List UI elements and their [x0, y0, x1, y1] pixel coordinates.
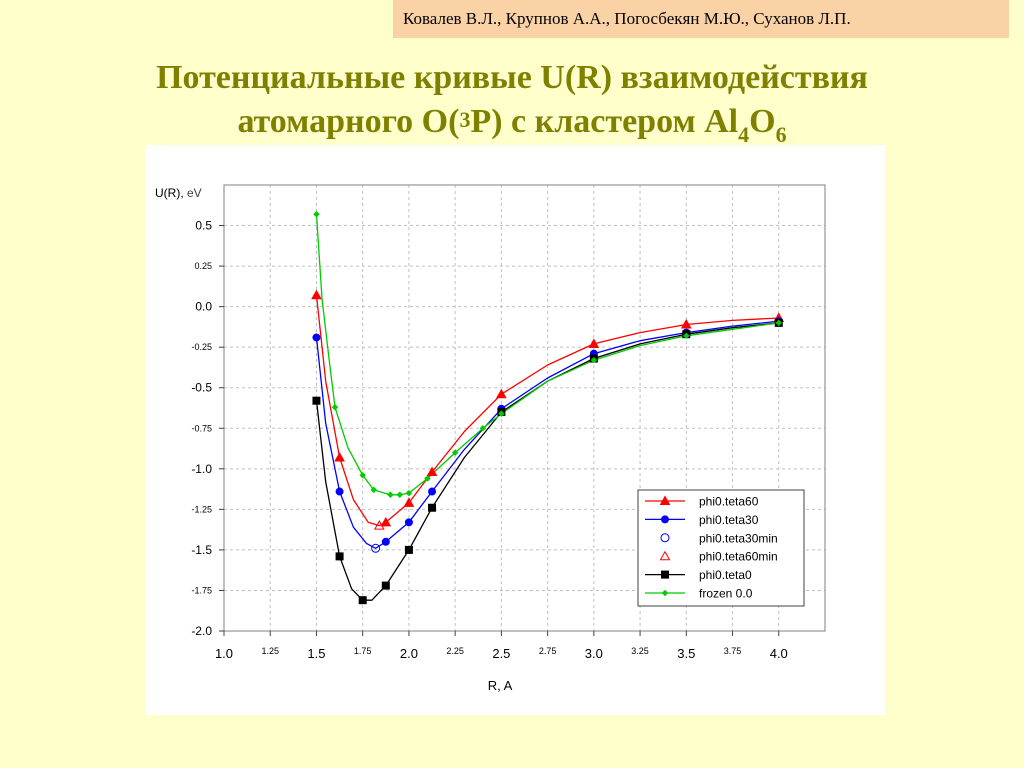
- y-tick-label: -0.5: [191, 381, 212, 395]
- data-point-frozen-0-0: [498, 410, 505, 418]
- data-point-phi0-teta30: [312, 333, 321, 342]
- plot-frame: [223, 184, 826, 632]
- data-point-phi0-teta60: [334, 451, 345, 462]
- axis-ticks: 1.0 1.25 1.5 1.75 2.0 2.25 2.5 2.75 3.0 3.25 3.5 3.…: [191, 219, 787, 661]
- legend-marker-phi0-teta0: [661, 570, 669, 579]
- title-superscript: 3: [459, 107, 471, 132]
- legend-label-phi0-teta30min: phi0.teta30min: [699, 531, 778, 545]
- data-point-phi0-teta60: [680, 318, 692, 329]
- y-tick-label: 0.5: [195, 219, 212, 233]
- title-subscript: 4: [738, 122, 750, 147]
- data-point-frozen-0-0: [682, 332, 690, 340]
- legend-label-phi0-teta0: phi0.teta0: [699, 568, 752, 582]
- x-tick-label: 1.5: [307, 646, 325, 661]
- data-point-phi0-teta30min: [371, 543, 381, 553]
- y-tick-label: -0.25: [191, 342, 212, 352]
- data-point-phi0-teta0: [381, 581, 390, 590]
- data-point-frozen-0-0: [359, 471, 367, 479]
- chart-background: [145, 145, 885, 715]
- legend-marker-phi0-teta30min: [660, 533, 670, 543]
- data-point-phi0-teta60: [496, 388, 507, 399]
- data-point-frozen-0-0: [775, 319, 783, 327]
- title-text-part: атомарного O(: [237, 103, 460, 140]
- series-curve-frozen-0-0: [315, 214, 779, 496]
- y-tick-label: -0.75: [191, 423, 212, 433]
- x-tick-label: 2.25: [446, 646, 464, 656]
- x-tick-label: 1.25: [261, 646, 279, 656]
- data-point-phi0-teta0: [358, 596, 367, 605]
- x-tick-label: 2.5: [492, 646, 510, 661]
- data-point-phi0-teta60: [426, 466, 438, 477]
- x-tick-label: 2.0: [400, 646, 418, 661]
- x-tick-label: 3.0: [585, 646, 603, 661]
- y-tick-label: -1.0: [191, 462, 212, 476]
- data-point-phi0-teta0: [335, 552, 344, 561]
- data-point-frozen-0-0: [396, 491, 404, 499]
- data-point-phi0-teta30: [335, 487, 344, 496]
- data-point-phi0-teta60: [403, 497, 415, 507]
- legend-marker-frozen-0-0: [661, 589, 669, 597]
- y-axis-label: U(R), eV: [155, 186, 202, 200]
- data-point-frozen-0-0: [331, 403, 339, 411]
- legend-marker-phi0-teta60min: [659, 550, 671, 561]
- legend-marker-phi0-teta60: [659, 495, 671, 505]
- title-line-2: атомарного O(3P) с кластером Al4O6: [0, 100, 1024, 147]
- data-point-frozen-0-0: [405, 489, 413, 497]
- authors-box: Ковалев В.Л., Крупнов А.А., Погосбекян М…: [393, 0, 1009, 38]
- data-point-frozen-0-0: [424, 475, 431, 482]
- slide-title: Потенциальные кривые U(R) взаимодействия…: [0, 56, 1024, 147]
- data-point-phi0-teta0: [428, 503, 437, 512]
- x-tick-label: 1.75: [354, 646, 372, 656]
- data-point-frozen-0-0: [590, 356, 598, 364]
- x-tick-label: 3.75: [724, 646, 742, 656]
- y-tick-label: -1.75: [191, 585, 212, 595]
- y-tick-label: 0.25: [194, 261, 212, 271]
- data-point-frozen-0-0: [370, 486, 378, 494]
- legend-marker-phi0-teta30: [661, 515, 669, 524]
- data-point-phi0-teta30: [381, 537, 390, 546]
- title-subscript: 6: [775, 122, 787, 147]
- x-tick-label: 3.5: [677, 646, 695, 661]
- y-tick-label: 0.0: [195, 300, 212, 314]
- title-text-part: P) с кластером Al: [470, 103, 739, 140]
- data-point-phi0-teta0: [404, 545, 413, 554]
- data-point-frozen-0-0: [479, 424, 487, 432]
- x-tick-label: 2.75: [539, 646, 557, 656]
- data-point-phi0-teta60min: [373, 520, 385, 530]
- series-markers: [311, 210, 785, 605]
- legend-label-frozen-0-0: frozen 0.0: [699, 587, 753, 601]
- data-point-phi0-teta0: [312, 396, 321, 405]
- data-point-frozen-0-0: [451, 449, 459, 456]
- data-point-phi0-teta60: [311, 289, 322, 300]
- y-tick-label: -1.25: [191, 504, 212, 514]
- data-point-phi0-teta30: [404, 518, 413, 527]
- data-point-phi0-teta60: [380, 516, 392, 527]
- legend-label-phi0-teta60: phi0.teta60: [699, 495, 759, 509]
- data-point-phi0-teta30: [428, 487, 437, 496]
- x-axis-label: R, A: [488, 678, 513, 693]
- legend-label-phi0-teta30: phi0.teta30: [699, 513, 759, 527]
- x-tick-label: 3.25: [631, 646, 649, 656]
- data-point-frozen-0-0: [387, 491, 394, 499]
- data-point-frozen-0-0: [313, 210, 320, 218]
- x-tick-label: 1.0: [215, 646, 233, 661]
- potential-curves-chart: 1.0 1.25 1.5 1.75 2.0 2.25 2.5 2.75 3.0 3.25 3.5 3.…: [145, 145, 885, 715]
- y-tick-label: -1.5: [191, 543, 212, 557]
- legend-box: [637, 489, 805, 607]
- title-text-part: O: [749, 103, 776, 140]
- y-tick-label: -2.0: [191, 624, 212, 638]
- data-point-phi0-teta60: [588, 338, 600, 348]
- x-tick-label: 4.0: [770, 646, 788, 661]
- title-line-1: Потенциальные кривые U(R) взаимодействия: [156, 59, 868, 96]
- legend: phi0.teta60 phi0.teta30 phi0.teta30min phi0…: [637, 489, 805, 607]
- legend-label-phi0-teta60min: phi0.teta60min: [699, 550, 778, 564]
